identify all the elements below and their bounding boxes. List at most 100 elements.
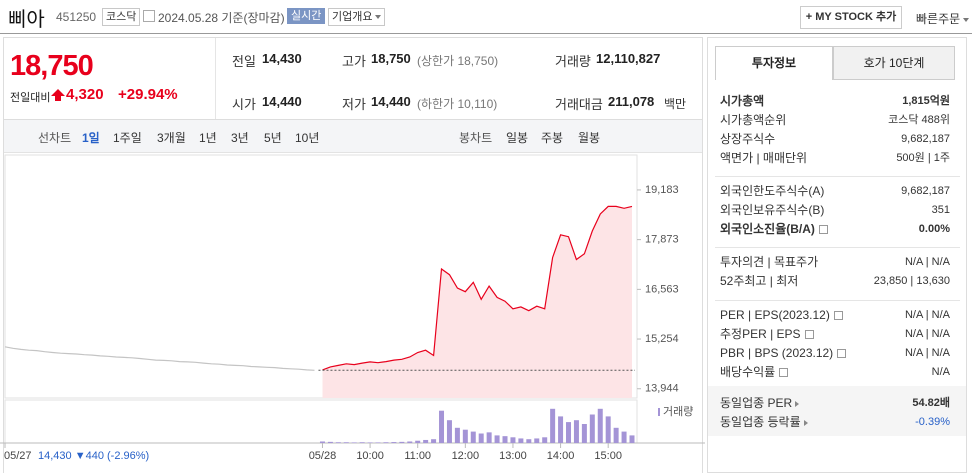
- summary-value: 14,440: [262, 94, 302, 109]
- summary-label: 시가: [232, 97, 256, 112]
- volume-bar: [502, 436, 508, 443]
- change-rate: +29.94%: [118, 86, 178, 103]
- info-label: 52주최고 | 최저: [720, 274, 799, 288]
- market-badge: 코스닥: [102, 8, 141, 26]
- date: 2024.05.28 기준(장마감): [158, 11, 285, 25]
- info-row: 52주최고 | 최저 23,850 | 13,630: [720, 272, 950, 291]
- x-tick-label: 13:00: [499, 450, 527, 462]
- volume-bar: [319, 441, 325, 443]
- info-row: 동일업종 PER 54.82배: [720, 394, 950, 413]
- period-tab[interactable]: 1주일: [113, 131, 142, 145]
- summary-label: 저가: [342, 97, 366, 112]
- info-row: 외국인보유주식수(B) 351: [720, 201, 950, 220]
- volume-bar: [486, 432, 492, 443]
- info-row: 시가총액 1,815억원: [720, 92, 950, 111]
- price-line: [322, 205, 633, 371]
- period-tab[interactable]: 3년: [231, 131, 249, 145]
- volume-bar: [383, 442, 389, 443]
- current-price: 18,750: [10, 50, 94, 82]
- info-value: 1,815억원: [902, 95, 950, 107]
- info-row: 외국인소진율(B/A) 0.00%: [720, 220, 950, 239]
- info-row: 외국인한도주식수(A) 9,682,187: [720, 182, 950, 201]
- volume-bar: [573, 420, 579, 443]
- header-line: [0, 33, 972, 34]
- info-value: 9,682,187: [901, 133, 950, 145]
- summary-value: 14,440: [371, 94, 411, 109]
- candle-tab[interactable]: 일봉: [506, 131, 529, 145]
- info-row: 배당수익률 N/A: [720, 363, 950, 382]
- info-value: 23,850 | 13,630: [873, 275, 950, 287]
- info-label: 동일업종 PER: [720, 394, 799, 413]
- company-info[interactable]: 기업개요: [328, 8, 386, 26]
- volume-bar: [518, 438, 524, 443]
- period-tab[interactable]: 1일: [82, 131, 100, 145]
- change-label: 전일대비: [10, 92, 51, 104]
- volume-bar: [566, 422, 572, 443]
- calendar-icon: [143, 10, 155, 22]
- side-tab[interactable]: 투자정보: [715, 46, 833, 80]
- change: 4,320: [66, 86, 104, 103]
- info-value: 코스닥 488위: [888, 114, 950, 126]
- x-tick-label: 05/27: [4, 450, 32, 462]
- volume-bar: [335, 442, 341, 443]
- volume-label: 거래량: [663, 405, 693, 418]
- volume-legend-swatch: [658, 408, 660, 416]
- y-tick-label: 16,563: [645, 283, 679, 295]
- volume-bar: [407, 441, 413, 443]
- volume-bar: [391, 442, 397, 443]
- info-row: 동일업종 등락률 -0.39%: [720, 413, 950, 432]
- info-value: 500원 | 1주: [896, 152, 950, 164]
- left-panel: [3, 37, 703, 473]
- summary-unit: 백만: [664, 97, 687, 111]
- my-stock-button[interactable]: + MY STOCK 추가: [800, 6, 902, 29]
- group-divider: [715, 300, 960, 301]
- volume-bar: [589, 414, 595, 443]
- volume-bar: [629, 435, 635, 443]
- summary-label: 고가: [342, 54, 366, 69]
- x-tick-label: 15:00: [594, 450, 622, 462]
- volume-bar: [351, 442, 357, 443]
- info-value: 54.82배: [912, 397, 950, 409]
- summary-value: 18,750: [371, 51, 411, 66]
- volume-bar: [399, 441, 405, 443]
- volume-bar: [478, 433, 484, 443]
- y-tick-label: 19,183: [645, 184, 679, 196]
- info-row: PBR | BPS (2023.12) N/A | N/A: [720, 344, 950, 363]
- realtime-badge[interactable]: 실시간: [287, 8, 326, 24]
- candle-tab[interactable]: 주봉: [541, 131, 564, 145]
- period-tab[interactable]: 1년: [199, 131, 217, 145]
- volume-bar: [534, 438, 540, 443]
- volume-bar: [526, 439, 532, 443]
- volume-bar: [470, 431, 476, 443]
- info-label: 투자의견 | 목표주가: [720, 255, 819, 269]
- y-tick-label: 13,944: [645, 383, 679, 395]
- volume-bar: [597, 408, 603, 443]
- volume-bar: [343, 442, 349, 443]
- info-label: 외국인보유주식수(B): [720, 203, 825, 217]
- quick-order[interactable]: 빠른주문: [916, 10, 969, 27]
- info-row: 액면가 | 매매단위 500원 | 1주: [720, 149, 950, 168]
- summary-value: 12,110,827: [596, 51, 661, 66]
- summary-value: 211,078: [608, 94, 655, 109]
- price-area: [322, 206, 632, 398]
- period-tab[interactable]: 5년: [264, 131, 282, 145]
- stock-name: 삐아: [8, 9, 45, 31]
- info-label: 액면가 | 매매단위: [720, 151, 808, 165]
- up-arrow: [51, 89, 65, 101]
- volume-frame: [4, 399, 638, 444]
- volume-bar: [327, 441, 333, 443]
- volume-bar: [454, 427, 460, 443]
- candle-tab[interactable]: 월봉: [578, 131, 601, 145]
- summary-label: 전일: [232, 54, 256, 69]
- side-tab[interactable]: 호가 10단계: [833, 46, 955, 80]
- period-tab[interactable]: 10년: [295, 131, 320, 145]
- volume-bar: [415, 440, 421, 443]
- info-label: 시가총액: [720, 94, 765, 108]
- info-label: 시가총액순위: [720, 113, 787, 127]
- period-tab[interactable]: 3개월: [157, 131, 186, 145]
- x-tick-label: 14:00: [547, 450, 575, 462]
- summary-label: 거래대금: [555, 97, 603, 112]
- volume-bar: [431, 439, 437, 443]
- volume-bar: [423, 439, 429, 443]
